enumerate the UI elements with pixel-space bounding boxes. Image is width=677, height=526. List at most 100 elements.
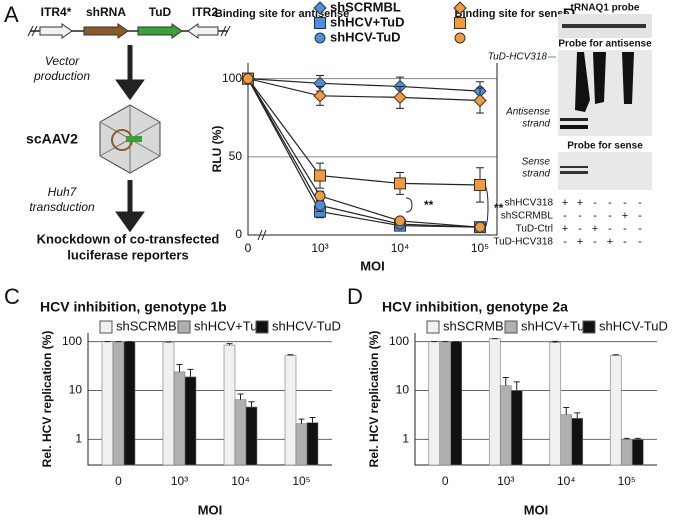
legend-label: shSCRMBL [116, 318, 184, 333]
strand-label: Antisense [505, 107, 550, 118]
lane-row-label: TuD-Ctrl [516, 224, 553, 235]
bar [620, 439, 633, 466]
x-tick-label: 0 [442, 474, 449, 488]
error-bar [287, 354, 294, 356]
bar [223, 344, 236, 466]
legend-marker [314, 32, 326, 44]
error-bar [187, 368, 194, 377]
lane-row-label: shHCV318 [505, 198, 554, 209]
bar [488, 338, 501, 466]
probe-label: Probe for sense [567, 141, 643, 152]
panel-label: C [4, 284, 20, 309]
x-axis-label: MOI [360, 258, 385, 273]
legend-marker [453, 1, 467, 15]
x-axis-label: MOI [198, 502, 223, 517]
legend-marker [454, 32, 466, 44]
y-tick-label: 1 [402, 432, 409, 446]
error-bar [248, 401, 255, 408]
legend-label: shHCV-TuD [599, 318, 668, 333]
x-tick-label: 10⁵ [471, 241, 489, 255]
result-label: Knockdown of co-transfected [37, 231, 220, 246]
axis-break [257, 229, 267, 241]
y-tick-label: 100 [389, 334, 409, 348]
legend-marker [314, 17, 326, 29]
lane-sign: + [622, 210, 628, 222]
marker [314, 199, 326, 211]
blot [558, 14, 652, 190]
bar [245, 406, 258, 466]
lane-sign: - [608, 197, 612, 209]
bar [571, 418, 584, 466]
lane-sign: + [562, 197, 568, 209]
lane-sign: + [592, 223, 598, 235]
marker [313, 89, 327, 103]
lane-sign: + [577, 197, 583, 209]
y-tick-label: 0 [235, 227, 242, 241]
x-tick-label: 10⁴ [557, 474, 576, 488]
error-bar [237, 393, 244, 400]
legend-label: shHCV-TuD [330, 29, 401, 44]
result-label: luciferase reporters [67, 247, 188, 262]
series-line [247, 78, 481, 228]
y-axis-label: RLU (%) [210, 126, 224, 173]
virus [99, 104, 161, 174]
strand-label: Sense [522, 157, 551, 168]
chart-title: HCV inhibition, genotype 1b [40, 299, 227, 315]
legend-group: Binding site for sense [455, 8, 570, 20]
legend-label: shHCV+TuD [330, 14, 405, 29]
bar [428, 341, 441, 466]
axis [247, 63, 498, 236]
chart-title: HCV inhibition, genotype 2a [382, 299, 568, 315]
error-bar [574, 412, 581, 419]
legend-label: shHCV+TuD [521, 318, 594, 333]
element-label: ITR4* [41, 5, 72, 19]
element-label: ITR2 [192, 5, 218, 19]
error-bar [226, 343, 233, 346]
lane-sign: - [623, 197, 627, 209]
error-bar [502, 376, 509, 386]
lane-sign: - [593, 210, 597, 222]
probe-label: tRNAQ1 probe [571, 3, 640, 14]
element-label: shRNA [86, 5, 126, 19]
series-line [247, 78, 481, 228]
x-tick-label: 10⁵ [618, 474, 636, 488]
bar [123, 341, 136, 466]
step-label: Huh7 [48, 185, 78, 199]
lane-sign: + [562, 223, 568, 235]
lane-sign: - [578, 210, 582, 222]
legend-swatch [504, 320, 518, 334]
series-line [247, 78, 481, 92]
y-tick-label: 10 [69, 383, 83, 397]
x-tick-label: 10³ [497, 474, 514, 488]
series-line [247, 78, 481, 102]
legend-group: Binding site for antisense [215, 8, 349, 20]
element-label: TuD [149, 5, 172, 19]
legend-swatch [582, 320, 596, 334]
lane-sign: + [577, 236, 583, 248]
error-bar [513, 381, 520, 391]
lane-sign: - [593, 197, 597, 209]
lane-sign: + [607, 236, 613, 248]
y-tick-label: 100 [222, 71, 242, 85]
annotation: ** [494, 201, 504, 215]
panel-label: D [347, 284, 363, 309]
bar [439, 341, 452, 466]
legend-swatch [255, 320, 269, 334]
legend-swatch [99, 320, 113, 334]
lane-sign: - [623, 223, 627, 235]
bar [101, 341, 114, 466]
strand-label: strand [522, 169, 550, 180]
probe-label: Probe for antisense [558, 39, 652, 50]
legend-label: shHCV-TuD [272, 318, 341, 333]
legend-label: shHCV+TuD [194, 318, 267, 333]
panel-label: A [4, 2, 19, 27]
error-bar [563, 406, 570, 415]
bar [609, 355, 622, 466]
legend-marker [313, 1, 327, 15]
step-label: production [33, 69, 90, 83]
lane-sign: - [608, 210, 612, 222]
y-tick-label: 50 [229, 149, 243, 163]
lane-sign: - [563, 210, 567, 222]
series-line [247, 78, 481, 186]
lane-sign: - [593, 236, 597, 248]
